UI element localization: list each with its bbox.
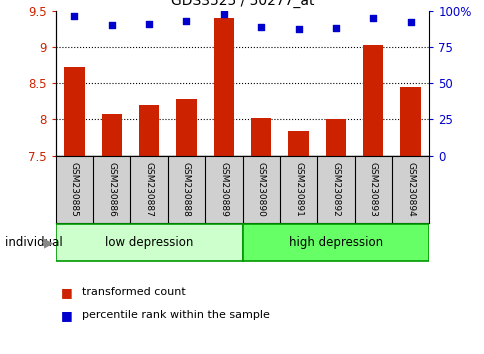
Text: transformed count: transformed count bbox=[82, 287, 186, 297]
Bar bbox=[101, 114, 122, 156]
Bar bbox=[287, 131, 308, 156]
Title: GDS3525 / 50277_at: GDS3525 / 50277_at bbox=[170, 0, 314, 8]
Text: individual: individual bbox=[5, 236, 66, 249]
Text: ■: ■ bbox=[60, 309, 72, 321]
Text: GSM230888: GSM230888 bbox=[182, 162, 191, 217]
Bar bbox=[399, 87, 420, 156]
Text: GSM230890: GSM230890 bbox=[256, 162, 265, 217]
Bar bbox=[362, 45, 383, 156]
FancyBboxPatch shape bbox=[56, 224, 242, 261]
Text: percentile rank within the sample: percentile rank within the sample bbox=[82, 310, 270, 320]
Text: ■: ■ bbox=[60, 286, 72, 298]
Text: GSM230886: GSM230886 bbox=[107, 162, 116, 217]
Text: high depression: high depression bbox=[288, 236, 382, 249]
Bar bbox=[64, 67, 85, 156]
Point bbox=[107, 22, 115, 28]
Bar bbox=[176, 99, 197, 156]
Bar bbox=[138, 105, 159, 156]
Bar bbox=[250, 118, 271, 156]
Point bbox=[406, 19, 413, 25]
Point bbox=[145, 21, 153, 27]
Text: GSM230891: GSM230891 bbox=[293, 162, 302, 217]
Point bbox=[71, 13, 78, 19]
Point bbox=[182, 18, 190, 24]
Point bbox=[257, 24, 265, 29]
Text: GSM230889: GSM230889 bbox=[219, 162, 228, 217]
Text: GSM230892: GSM230892 bbox=[331, 162, 340, 217]
Text: GSM230885: GSM230885 bbox=[70, 162, 79, 217]
Bar bbox=[213, 18, 234, 156]
Point bbox=[219, 11, 227, 16]
Text: ▶: ▶ bbox=[44, 236, 53, 249]
Point bbox=[294, 27, 302, 32]
Text: low depression: low depression bbox=[105, 236, 193, 249]
FancyBboxPatch shape bbox=[242, 224, 428, 261]
Point bbox=[331, 25, 339, 31]
Point bbox=[369, 15, 377, 21]
Text: GSM230887: GSM230887 bbox=[144, 162, 153, 217]
Text: GSM230894: GSM230894 bbox=[405, 162, 414, 217]
Bar bbox=[325, 120, 346, 156]
Text: GSM230893: GSM230893 bbox=[368, 162, 377, 217]
